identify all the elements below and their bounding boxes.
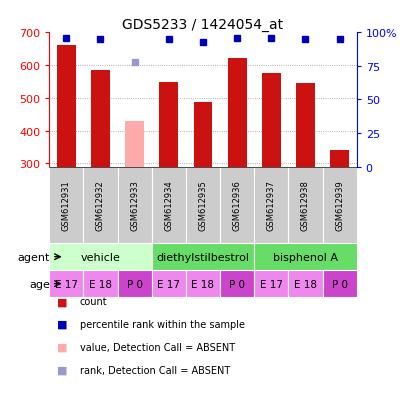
Bar	[261, 74, 280, 167]
Bar	[254, 167, 288, 244]
Text: GSM612934: GSM612934	[164, 180, 173, 231]
Text: vehicle: vehicle	[80, 252, 120, 262]
Text: GSM612932: GSM612932	[96, 180, 105, 231]
Bar	[83, 167, 117, 244]
Bar	[193, 102, 212, 167]
Bar	[49, 167, 83, 244]
Bar	[254, 271, 288, 297]
Text: GSM612939: GSM612939	[334, 180, 343, 231]
Text: diethylstilbestrol: diethylstilbestrol	[156, 252, 249, 262]
Bar	[117, 271, 151, 297]
Text: agent: agent	[18, 252, 50, 262]
Bar	[322, 271, 356, 297]
Text: percentile rank within the sample: percentile rank within the sample	[80, 319, 244, 329]
Text: GSM612936: GSM612936	[232, 180, 241, 231]
Bar	[220, 271, 254, 297]
Text: E 18: E 18	[89, 279, 112, 289]
Text: ■: ■	[57, 365, 68, 375]
Text: GSM612931: GSM612931	[62, 180, 71, 231]
Bar	[125, 121, 144, 167]
Text: GSM612933: GSM612933	[130, 180, 139, 231]
Bar	[185, 167, 220, 244]
Bar	[49, 244, 151, 271]
Text: count: count	[80, 297, 107, 306]
Text: GSM612937: GSM612937	[266, 180, 275, 231]
Text: GSM612938: GSM612938	[300, 180, 309, 231]
Bar	[151, 244, 254, 271]
Text: E 17: E 17	[157, 279, 180, 289]
Text: E 18: E 18	[191, 279, 214, 289]
Text: ■: ■	[57, 297, 68, 306]
Title: GDS5233 / 1424054_at: GDS5233 / 1424054_at	[122, 18, 283, 32]
Bar	[185, 271, 220, 297]
Bar	[49, 271, 83, 297]
Text: P 0: P 0	[229, 279, 245, 289]
Bar	[322, 167, 356, 244]
Text: ■: ■	[57, 319, 68, 329]
Text: bisphenol A: bisphenol A	[272, 252, 337, 262]
Bar	[159, 83, 178, 167]
Bar	[227, 59, 246, 167]
Text: value, Detection Call = ABSENT: value, Detection Call = ABSENT	[80, 342, 234, 352]
Text: E 17: E 17	[259, 279, 282, 289]
Bar	[295, 84, 314, 167]
Bar	[91, 71, 110, 167]
Text: rank, Detection Call = ABSENT: rank, Detection Call = ABSENT	[80, 365, 229, 375]
Bar	[117, 167, 151, 244]
Bar	[329, 151, 348, 167]
Text: ■: ■	[57, 342, 68, 352]
Bar	[151, 167, 185, 244]
Bar	[57, 46, 76, 167]
Text: E 17: E 17	[55, 279, 78, 289]
Text: E 18: E 18	[293, 279, 316, 289]
Text: P 0: P 0	[126, 279, 142, 289]
Text: GSM612935: GSM612935	[198, 180, 207, 231]
Bar	[254, 244, 356, 271]
Bar	[83, 271, 117, 297]
Bar	[151, 271, 185, 297]
Bar	[288, 271, 322, 297]
Bar	[288, 167, 322, 244]
Bar	[220, 167, 254, 244]
Text: P 0: P 0	[331, 279, 347, 289]
Text: age: age	[29, 279, 50, 289]
